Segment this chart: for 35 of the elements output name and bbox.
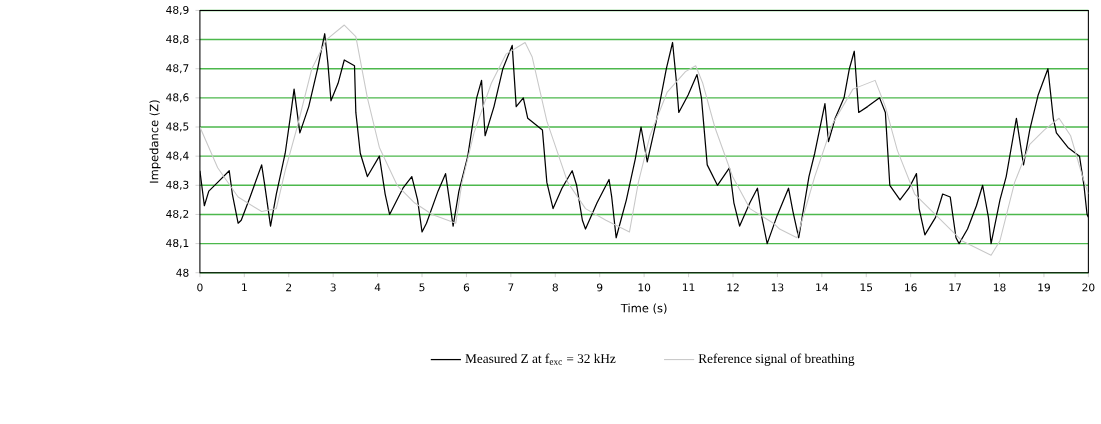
y-axis-title: Impedance (Z) bbox=[149, 100, 161, 183]
x-tick-label: 13 bbox=[771, 283, 784, 292]
y-tick-label: 48,9 bbox=[166, 5, 189, 15]
x-tick-label: 17 bbox=[949, 283, 961, 291]
x-tick-label: 1 bbox=[242, 283, 247, 291]
x-tick-label: 4 bbox=[374, 283, 381, 291]
x-tick-label: 6 bbox=[463, 283, 470, 292]
y-tick-label: 48,8 bbox=[166, 34, 189, 44]
legend-label: Reference signal of breathing bbox=[698, 353, 855, 366]
y-tick-label: 48,2 bbox=[166, 209, 189, 219]
x-tick-label: 11 bbox=[682, 283, 695, 291]
x-tick-label: 19 bbox=[1038, 283, 1050, 292]
x-tick-label: 12 bbox=[727, 283, 739, 292]
x-tick-label: 9 bbox=[597, 283, 603, 292]
x-tick-label: 15 bbox=[860, 283, 873, 292]
x-tick-label: 7 bbox=[508, 283, 514, 291]
x-axis-title: Time (s) bbox=[620, 303, 667, 314]
y-tick-label: 48,3 bbox=[166, 180, 189, 190]
x-tick-label: 20 bbox=[1082, 283, 1095, 292]
x-tick-label: 18 bbox=[993, 283, 1006, 292]
x-tick-label: 10 bbox=[638, 283, 651, 292]
legend-label: Measured Z at f$_{exc}$ = 32 kHz bbox=[465, 353, 616, 365]
y-tick-label: 48,5 bbox=[166, 122, 189, 132]
x-tick-label: 2 bbox=[286, 283, 292, 292]
x-tick-label: 14 bbox=[816, 283, 828, 291]
y-tick-label: 48,4 bbox=[166, 151, 189, 161]
x-tick-label: 5 bbox=[419, 283, 425, 292]
y-tick-label: 48,7 bbox=[166, 64, 189, 74]
x-tick-label: 3 bbox=[330, 283, 336, 292]
y-tick-label: 48,1 bbox=[166, 238, 189, 249]
y-tick-label: 48 bbox=[176, 268, 189, 277]
x-tick-label: 8 bbox=[552, 283, 558, 292]
y-tick-label: 48,6 bbox=[166, 93, 189, 103]
x-tick-label: 0 bbox=[197, 283, 203, 292]
x-tick-label: 16 bbox=[905, 283, 917, 292]
